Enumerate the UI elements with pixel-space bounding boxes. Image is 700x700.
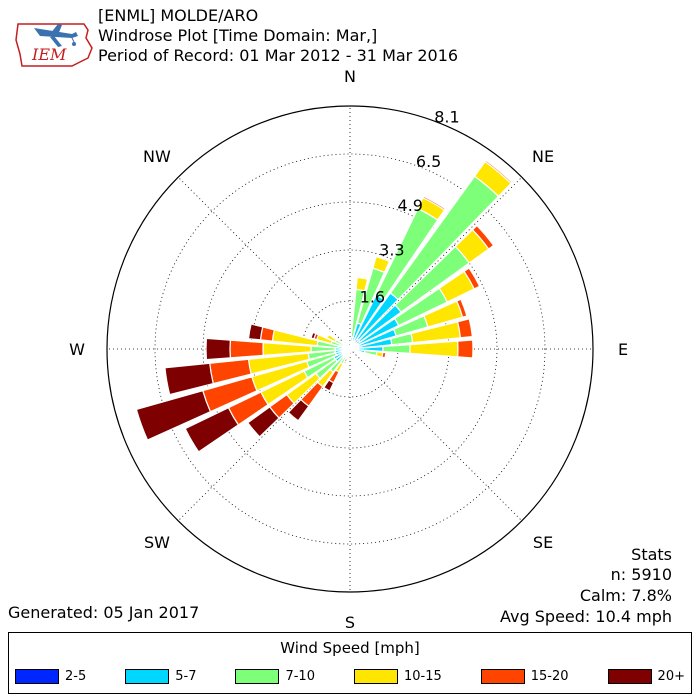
legend-swatch — [353, 668, 398, 684]
legend-swatch — [480, 668, 525, 684]
windrose-bar — [205, 337, 231, 361]
windrose-bar — [456, 318, 474, 339]
radial-tick-label: 8.1 — [434, 107, 459, 126]
legend-item: 5-7 — [125, 667, 196, 685]
angular-gridline — [177, 176, 351, 350]
legend-swatch — [607, 668, 652, 684]
logo-text: IEM — [31, 45, 67, 64]
stats-avg-speed: Avg Speed: 10.4 mph — [500, 607, 672, 626]
radial-tick-label: 1.6 — [360, 288, 385, 307]
iem-logo: IEM — [14, 14, 96, 68]
airplane-icon — [34, 24, 78, 47]
windrose-bar — [326, 333, 338, 343]
windrose-chart: N NE E SE S SW W NW 1.6 3.3 4.9 6.5 8.1 — [69, 67, 628, 632]
windrose-bar — [287, 398, 310, 422]
stats-title: Stats — [631, 545, 672, 564]
axis-labels: N NE E SE S SW W NW 1.6 3.3 4.9 6.5 8.1 — [69, 67, 628, 632]
windrose-bar — [409, 340, 459, 358]
direction-label: SE — [533, 533, 553, 552]
legend-title: Wind Speed [mph] — [280, 639, 420, 657]
legend-item: 10-15 — [353, 667, 442, 685]
windrose-bar — [323, 379, 335, 392]
legend-label: 7-10 — [285, 668, 315, 684]
windrose-bars — [135, 159, 513, 453]
radial-gridline — [202, 201, 498, 497]
radial-gridline — [154, 153, 546, 545]
legend-item: 20+ — [607, 667, 685, 685]
radial-tick-label: 4.9 — [398, 196, 423, 215]
stats-count: n: 5910 — [610, 565, 672, 584]
windrose-bar — [381, 351, 387, 359]
windrose-bar — [164, 362, 215, 396]
windrose-bar — [471, 224, 495, 250]
windrose-bar — [348, 345, 351, 349]
direction-label: E — [618, 340, 628, 359]
legend-items: 2-5 5-7 7-10 10-15 15-20 20+ — [15, 667, 685, 685]
windrose-bar — [463, 267, 481, 290]
windrose-bar — [372, 255, 391, 274]
direction-label: W — [69, 340, 85, 359]
legend-swatch — [235, 668, 280, 684]
direction-label: SW — [144, 533, 170, 552]
windrose-bar — [341, 341, 346, 346]
windrose-bar — [184, 406, 240, 453]
windrose-bar — [422, 195, 447, 211]
period-of-record: Period of Record: 01 Mar 2012 - 31 Mar 2… — [98, 46, 459, 65]
generated-date: Generated: 05 Jan 2017 — [8, 603, 200, 622]
radial-tick-label: 6.5 — [416, 152, 441, 171]
windrose-bar — [229, 339, 264, 359]
direction-label: S — [345, 613, 355, 632]
windrose-bar — [457, 339, 474, 359]
legend-item: 2-5 — [15, 667, 86, 685]
windrose-bar — [455, 298, 468, 318]
windrose-bar — [355, 276, 369, 292]
direction-label: NW — [143, 147, 171, 166]
legend-label: 10-15 — [403, 668, 442, 684]
iem-logo-graphic: IEM — [15, 23, 93, 67]
legend-swatch — [125, 668, 170, 684]
time-domain: Windrose Plot [Time Domain: Mar,] — [98, 26, 378, 45]
direction-label: NE — [532, 147, 554, 166]
stats-calm: Calm: 7.8% — [579, 586, 672, 605]
windrose-bar — [363, 349, 378, 357]
legend-label: 20+ — [657, 668, 685, 684]
station-title: [ENML] MOLDE/ARO — [98, 6, 259, 25]
legend: Wind Speed [mph] 2-5 5-7 7-10 10-15 15-20 20+ — [8, 632, 692, 694]
legend-label: 5-7 — [175, 668, 197, 684]
angular-gridline — [349, 348, 523, 522]
legend-item: 15-20 — [480, 667, 569, 685]
legend-label: 2-5 — [65, 668, 87, 684]
windrose-bar — [382, 343, 411, 355]
outer-circle — [106, 105, 594, 593]
radial-tick-label: 3.3 — [379, 241, 404, 260]
legend-item: 7-10 — [235, 667, 315, 685]
legend-label: 15-20 — [530, 668, 569, 684]
legend-swatch — [15, 668, 59, 684]
windrose-bar — [310, 331, 317, 340]
windrose-bar — [484, 159, 513, 185]
direction-label: N — [344, 67, 356, 86]
windrose-bar — [135, 389, 212, 441]
windrose-bar — [246, 406, 280, 438]
windrose-bar — [247, 323, 264, 341]
